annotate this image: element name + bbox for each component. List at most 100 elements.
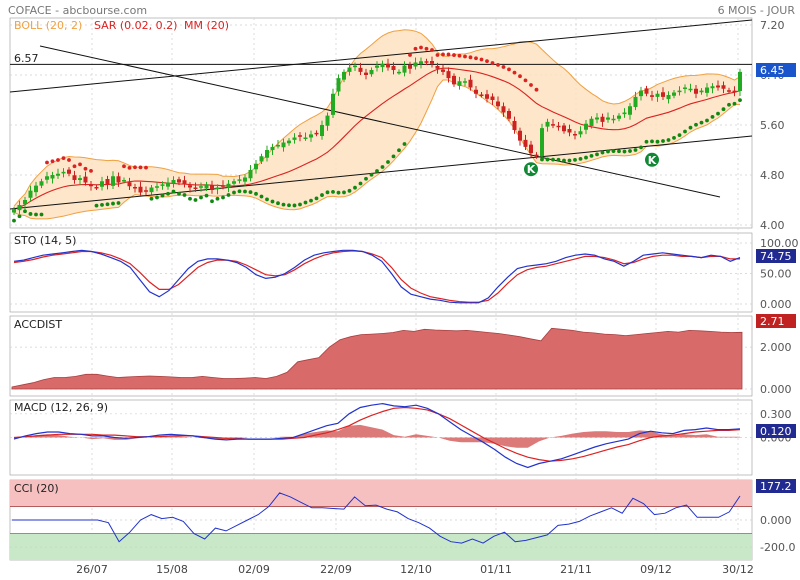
candle-body (45, 176, 49, 180)
candle-body (468, 79, 473, 88)
candle-body (529, 144, 533, 154)
sar-dot (584, 155, 588, 160)
candle-body (677, 90, 682, 93)
sar-dot (512, 70, 517, 75)
panel-frame-acc (9, 315, 753, 397)
candle-body (408, 64, 412, 69)
sar-dot (50, 159, 55, 164)
candle-body (710, 86, 715, 89)
candle-body (221, 185, 225, 187)
sar-dot (160, 193, 165, 198)
sar-dot (540, 157, 544, 162)
accdist-tag-bg (756, 314, 796, 328)
y-tick-label: 100.00 (760, 237, 799, 250)
accdist-title: ACCDIST (14, 318, 62, 331)
sar-dot (144, 165, 148, 170)
candle-body (369, 70, 374, 75)
candle-body (672, 92, 676, 96)
candle-body (347, 67, 352, 72)
sar-dot (188, 196, 192, 201)
candle-body (166, 182, 170, 187)
candle-body (606, 117, 610, 120)
cci-tag: 177.2 (760, 480, 792, 493)
candle-body (556, 125, 561, 128)
candle-body (633, 96, 638, 107)
candle-body (727, 90, 731, 92)
candle-body (551, 124, 555, 126)
candle-body (226, 183, 231, 188)
candle-body (116, 176, 121, 183)
candle-body (424, 61, 429, 63)
sar-dot (441, 52, 445, 57)
sar-dot (94, 203, 99, 208)
y-tick-label: 0.000 (760, 383, 792, 396)
cci-oversold-zone (10, 533, 752, 560)
sar-dot (650, 139, 654, 144)
candle-body (639, 90, 643, 97)
price-tag-bg (756, 63, 796, 77)
sar-dot (287, 203, 291, 208)
sar-dot (182, 193, 187, 197)
sar-dot (61, 156, 66, 161)
sar-dot (177, 191, 181, 196)
candle-body (105, 179, 110, 185)
sar-dot (457, 53, 462, 58)
candle-body (259, 156, 264, 162)
candle-body (94, 187, 99, 189)
candle-body (314, 132, 319, 135)
candle-body (578, 131, 583, 135)
sar-dot (336, 190, 341, 195)
sar-dot (639, 145, 643, 150)
sar-dot (243, 189, 247, 194)
candle-body (138, 186, 143, 193)
sar-dot (369, 172, 374, 177)
candle-body (617, 115, 621, 119)
sto-tag-bg (756, 249, 796, 263)
candle-body (56, 173, 60, 176)
candle-body (281, 142, 286, 148)
candle-body (210, 185, 214, 190)
panel-frame-sto (9, 232, 753, 313)
y-tick-label: 4.00 (760, 219, 785, 232)
candle-body (534, 154, 539, 157)
sar-dot (655, 139, 660, 144)
sar-dot (375, 169, 379, 173)
candle-body (683, 87, 687, 89)
candle-body (243, 177, 247, 182)
candle-body (78, 178, 82, 180)
candle-body (188, 185, 192, 188)
candle-body (127, 182, 132, 187)
candle-body (265, 150, 269, 158)
chart-title: COFACE - abcbourse.com (8, 4, 147, 17)
sar-dot (661, 139, 665, 143)
candle-body (732, 90, 737, 93)
candle-body (584, 123, 588, 130)
sar-dot (270, 199, 275, 204)
sar-dot (523, 78, 528, 83)
candle-body (622, 112, 627, 115)
sar-dot (221, 195, 225, 200)
macd-tag: 0.120 (760, 425, 792, 438)
sar-dot (435, 53, 440, 57)
sar-dot (100, 202, 104, 207)
candle-body (89, 184, 93, 187)
candle-body (507, 111, 511, 119)
candle-body (149, 187, 154, 193)
sar-dot (391, 154, 396, 159)
sar-dot (705, 118, 709, 123)
sar-dot (364, 176, 368, 181)
sar-dot (694, 122, 698, 127)
sar-dot (28, 212, 33, 216)
sar-dot (166, 191, 170, 196)
candle-body (193, 187, 198, 189)
x-tick-label: 21/11 (560, 563, 592, 576)
sar-dot (23, 209, 27, 214)
sar-dot (474, 56, 478, 61)
candle-body (705, 87, 709, 93)
macd-line (13, 402, 741, 469)
sar-dot (727, 102, 731, 107)
sar-dot (710, 114, 715, 119)
candle-body (567, 129, 572, 133)
candle-body (721, 85, 726, 89)
period-label: 6 MOIS - JOUR (718, 4, 796, 17)
